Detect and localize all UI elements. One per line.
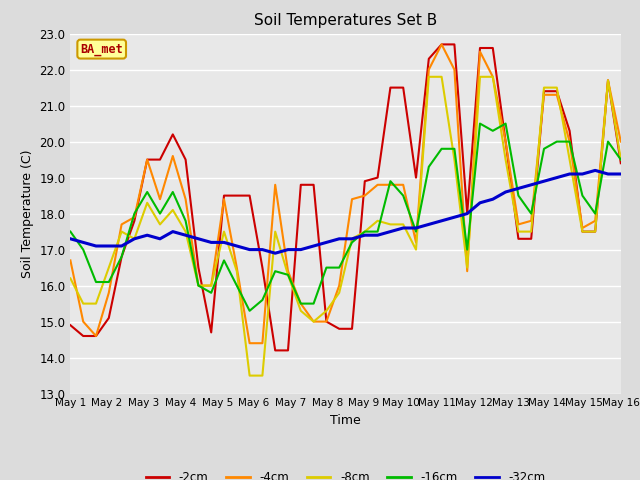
Title: Soil Temperatures Set B: Soil Temperatures Set B — [254, 13, 437, 28]
Text: BA_met: BA_met — [80, 43, 123, 56]
X-axis label: Time: Time — [330, 414, 361, 427]
Legend: -2cm, -4cm, -8cm, -16cm, -32cm: -2cm, -4cm, -8cm, -16cm, -32cm — [141, 466, 550, 480]
Y-axis label: Soil Temperature (C): Soil Temperature (C) — [21, 149, 34, 278]
